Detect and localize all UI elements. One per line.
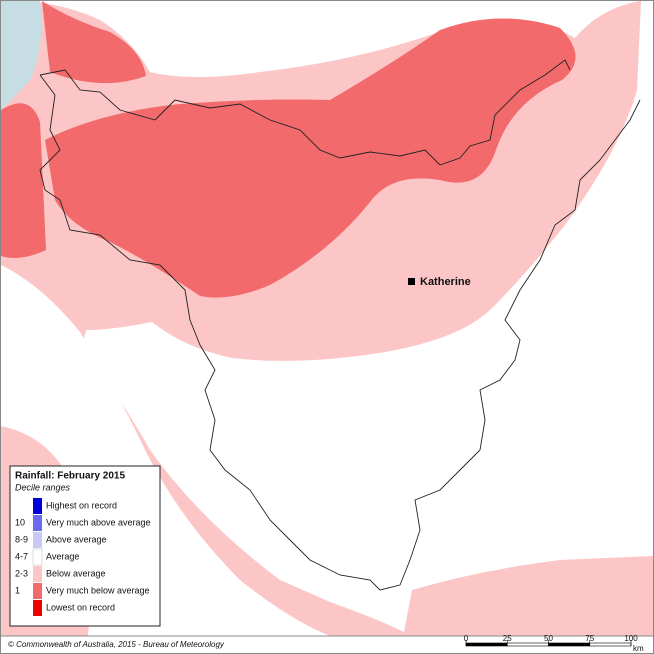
legend-title: Rainfall: February 2015 (15, 471, 125, 482)
legend-label: Average (46, 551, 79, 561)
legend-decile: 8-9 (15, 534, 28, 544)
below-average-region (404, 560, 653, 636)
scale-tick-label: 50 (544, 634, 553, 643)
legend-swatch (33, 515, 42, 531)
legend-swatch (33, 600, 42, 616)
town-label: Katherine (420, 276, 471, 288)
very-much-below-average-region (42, 1, 146, 84)
scale-segment (465, 642, 508, 647)
legend-swatch (33, 498, 42, 514)
legend-label: Very much below average (46, 585, 150, 595)
legend-swatch (32, 548, 43, 566)
legend-label: Very much above average (46, 517, 151, 527)
scale-segment (548, 642, 591, 647)
sea (1, 1, 42, 110)
legend-label: Lowest on record (46, 602, 115, 612)
legend-decile: 10 (15, 517, 25, 527)
scale-segment (506, 642, 549, 647)
scale-segment (589, 642, 632, 647)
town-marker (408, 278, 415, 285)
legend-label: Highest on record (46, 500, 117, 510)
credit: © Commonwealth of Australia, 2015 - Bure… (8, 640, 225, 649)
very-much-below-average-region (1, 103, 46, 258)
scale-tick-label: 0 (464, 634, 469, 643)
boundary (39, 74, 641, 591)
scale-tick-label: 25 (503, 634, 512, 643)
legend-decile: 2-3 (15, 568, 28, 578)
legend-swatch (33, 566, 42, 582)
very-much-below-average-region (45, 18, 576, 298)
legend-label: Below average (46, 568, 106, 578)
boundary (39, 69, 156, 121)
scale-unit: km (633, 644, 644, 653)
legend-decile: 4-7 (15, 551, 28, 561)
legend-label: Above average (46, 534, 107, 544)
scale-tick-label: 75 (585, 634, 594, 643)
legend: Rainfall: February 2015 Decile ranges Hi… (9, 465, 161, 627)
average-region (82, 1, 653, 632)
legend-swatch (33, 583, 42, 599)
boundary (154, 59, 571, 166)
legend-subtitle: Decile ranges (15, 482, 71, 492)
legend-decile: 1 (15, 585, 20, 595)
legend-swatch (33, 532, 42, 548)
scale-tick-label: 100 (624, 634, 638, 643)
